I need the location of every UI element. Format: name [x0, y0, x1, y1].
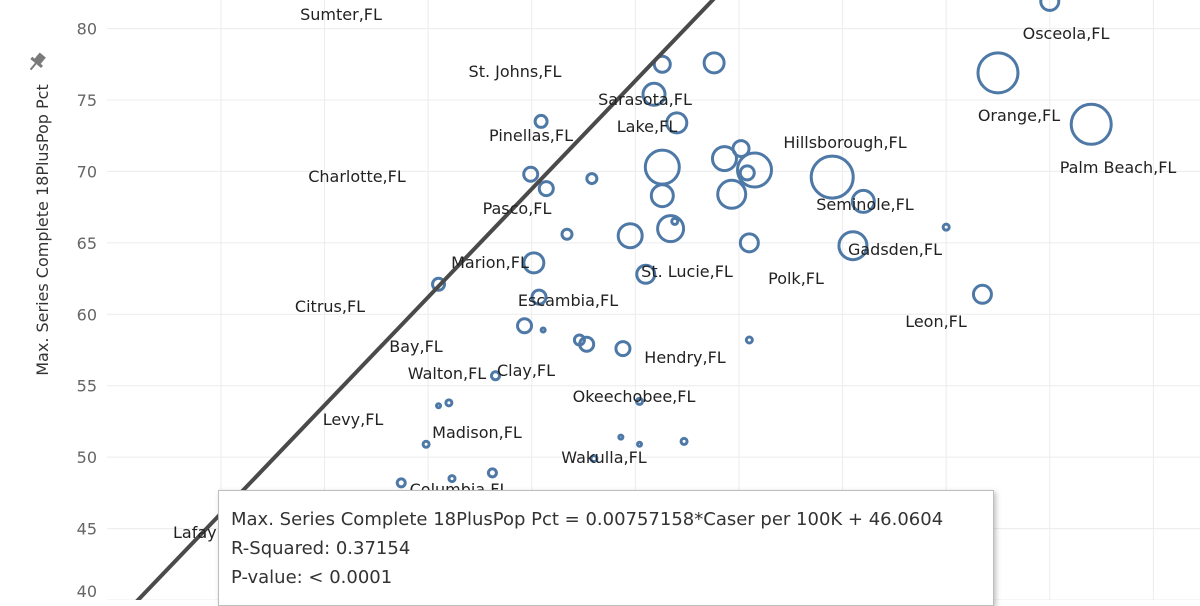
point-label: Pinellas,FL: [489, 126, 573, 145]
data-point[interactable]: [809, 154, 855, 200]
pin-icon[interactable]: [25, 51, 48, 75]
y-tick-label: 75: [77, 91, 97, 110]
data-point[interactable]: [736, 151, 774, 189]
point-label: Orange,FL: [978, 106, 1060, 125]
y-tick-label: 40: [77, 582, 97, 600]
point-label: Sumter,FL: [300, 5, 382, 24]
y-tick-label: 55: [77, 377, 97, 396]
y-tick-label: 65: [77, 234, 97, 253]
data-point[interactable]: [589, 454, 599, 464]
data-point[interactable]: [486, 467, 498, 479]
data-point[interactable]: [539, 326, 547, 334]
point-label: St. Johns,FL: [469, 62, 562, 81]
data-point[interactable]: [837, 230, 869, 262]
data-point[interactable]: [649, 183, 675, 209]
data-point[interactable]: [744, 335, 754, 345]
point-label: Marion,FL: [451, 253, 529, 272]
point-label: Osceola,FL: [1023, 24, 1110, 43]
y-axis-ticks: 40 45 50 55 60 65 70 75 80: [77, 20, 97, 600]
point-label: Seminole,FL: [816, 195, 914, 214]
y-tick-label: 80: [77, 20, 97, 39]
trend-tooltip: Max. Series Complete 18PlusPop Pct = 0.0…: [218, 490, 994, 606]
tooltip-p-value: P-value: < 0.0001: [231, 567, 393, 588]
data-point[interactable]: [490, 370, 502, 382]
data-point[interactable]: [635, 396, 645, 406]
point-label: Palm Beach,FL: [1060, 158, 1177, 177]
point-label: Gadsden,FL: [848, 240, 942, 259]
data-point[interactable]: [614, 340, 632, 358]
data-point[interactable]: [431, 276, 447, 292]
point-label: Hendry,FL: [644, 348, 726, 367]
point-label: Lafay: [173, 523, 217, 542]
data-point[interactable]: [738, 164, 756, 182]
data-point[interactable]: [636, 440, 644, 448]
data-point[interactable]: [670, 216, 680, 226]
data-point[interactable]: [710, 145, 738, 173]
tooltip-equation: Max. Series Complete 18PlusPop Pct = 0.0…: [231, 509, 944, 530]
data-point[interactable]: [516, 317, 534, 335]
point-label: Escambia,FL: [518, 291, 618, 310]
data-point[interactable]: [578, 335, 596, 353]
point-label: Hillsborough,FL: [783, 133, 906, 152]
data-point[interactable]: [656, 214, 686, 244]
data-point[interactable]: [665, 111, 689, 135]
data-point[interactable]: [447, 474, 457, 484]
tooltip-r-squared: R-Squared: 0.37154: [231, 538, 411, 559]
data-point[interactable]: [560, 227, 574, 241]
point-label: Polk,FL: [768, 269, 824, 288]
y-tick-label: 60: [77, 305, 97, 324]
data-point[interactable]: [616, 222, 644, 250]
point-label: Bay,FL: [389, 337, 443, 356]
data-point[interactable]: [537, 180, 555, 198]
data-point[interactable]: [533, 113, 549, 129]
data-point[interactable]: [395, 477, 407, 489]
data-point[interactable]: [1069, 102, 1113, 146]
y-axis-title: Max. Series Complete 18PlusPop Pct: [33, 84, 52, 376]
y-tick-label: 50: [77, 448, 97, 467]
data-points: [395, 0, 1113, 489]
data-point[interactable]: [716, 178, 748, 210]
data-point[interactable]: [643, 148, 681, 186]
data-point[interactable]: [617, 433, 625, 441]
data-point[interactable]: [522, 251, 546, 275]
data-point[interactable]: [731, 139, 751, 159]
data-point[interactable]: [641, 81, 667, 107]
data-point[interactable]: [522, 165, 540, 183]
point-label: Clay,FL: [497, 361, 555, 380]
point-label: Walton,FL: [408, 364, 487, 383]
point-labels: Osceola,FL Orange,FL Palm Beach,FL Hillsbor…: [173, 5, 1176, 542]
y-tick-label: 70: [77, 162, 97, 181]
point-label: Leon,FL: [905, 312, 967, 331]
data-point[interactable]: [585, 172, 599, 186]
data-point[interactable]: [444, 398, 454, 408]
point-label: Citrus,FL: [295, 297, 365, 316]
point-label: Pasco,FL: [483, 199, 552, 218]
point-label: Lake,FL: [617, 117, 678, 136]
data-point[interactable]: [421, 439, 431, 449]
point-label: Levy,FL: [323, 410, 384, 429]
data-point[interactable]: [850, 188, 876, 214]
point-label: Charlotte,FL: [308, 167, 406, 186]
data-point[interactable]: [976, 51, 1020, 95]
point-label: Madison,FL: [432, 423, 522, 442]
data-point[interactable]: [702, 51, 726, 75]
data-point[interactable]: [679, 436, 689, 446]
trend-line[interactable]: [107, 0, 1200, 600]
data-point[interactable]: [971, 283, 993, 305]
data-point[interactable]: [530, 288, 548, 306]
point-label: Wakulla,FL: [561, 448, 647, 467]
y-tick-label: 45: [77, 520, 97, 539]
data-point[interactable]: [652, 54, 672, 74]
data-point[interactable]: [435, 402, 443, 410]
data-point[interactable]: [738, 232, 760, 254]
data-point[interactable]: [635, 263, 657, 285]
data-point[interactable]: [1039, 0, 1061, 12]
point-label: St. Lucie,FL: [641, 262, 733, 281]
point-label: Okeechobee,FL: [573, 387, 696, 406]
point-label: Sarasota,FL: [598, 90, 692, 109]
data-point[interactable]: [941, 222, 951, 232]
